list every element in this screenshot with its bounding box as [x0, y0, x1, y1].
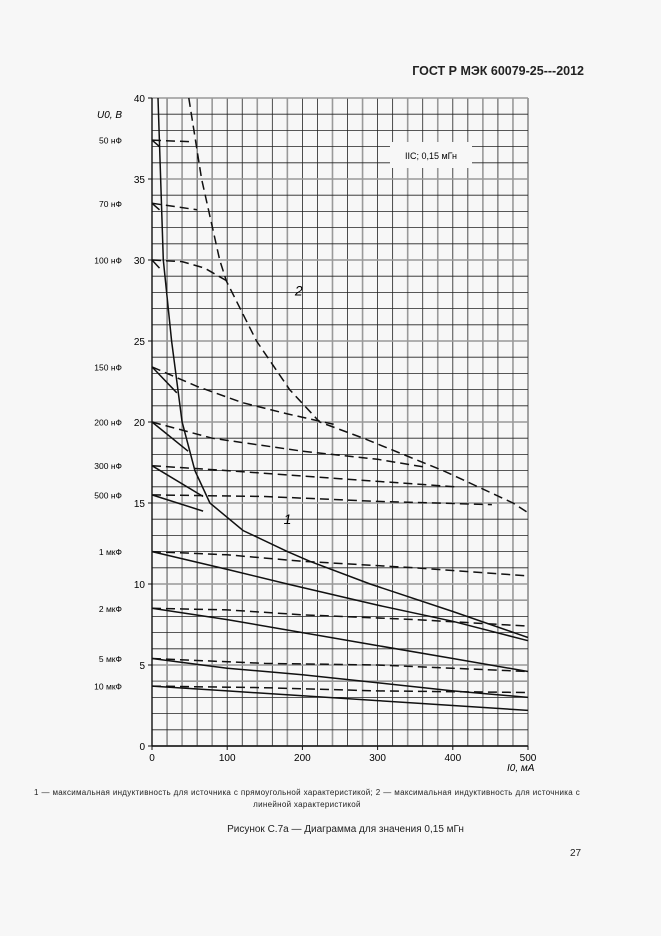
- capacitance-label: 2 мкФ: [99, 604, 122, 614]
- series-line: [157, 97, 529, 639]
- capacitance-label: 500 нФ: [94, 490, 122, 500]
- series-line: [151, 366, 338, 426]
- series-line: [151, 657, 529, 673]
- x-tick-label: 100: [219, 753, 236, 764]
- series-line: [151, 685, 529, 712]
- series-line: [151, 464, 456, 488]
- series-line: [151, 685, 529, 694]
- x-tick-label: 300: [369, 753, 386, 764]
- capacitance-label: 300 нФ: [94, 461, 122, 471]
- curve-label: 1: [284, 511, 292, 527]
- x-tick-label: 400: [444, 753, 461, 764]
- series-line: [151, 259, 228, 282]
- series-line: [151, 202, 160, 211]
- y-tick-label: 35: [134, 175, 146, 186]
- series-line: [151, 607, 529, 627]
- capacitance-label: 10 мкФ: [94, 682, 122, 692]
- page-number: 27: [570, 848, 582, 859]
- capacitance-label: 150 нФ: [94, 362, 122, 372]
- y-tick-label: 0: [139, 742, 145, 753]
- figure-caption: Рисунок С.7а — Диаграмма для значения 0,…: [227, 824, 464, 835]
- x-tick-label: 200: [294, 753, 311, 764]
- annotation-text: IIC; 0,15 мГн: [405, 151, 457, 161]
- x-tick-label: 0: [149, 753, 155, 764]
- y-tick-label: 5: [139, 661, 145, 672]
- capacitance-label: 70 нФ: [99, 199, 122, 209]
- capacitance-label: 50 нФ: [99, 136, 122, 146]
- y-tick-label: 25: [134, 337, 146, 348]
- series-line: [151, 550, 529, 577]
- series-line: [151, 550, 529, 642]
- series-line: [151, 494, 492, 506]
- labels: U0, В I0, мА 0 100 200 300 400 500 0 5 10 15 20 25 3…: [94, 94, 537, 774]
- series-line: [151, 421, 189, 452]
- series-line: [188, 97, 529, 514]
- series-line: [151, 202, 198, 211]
- series-line: [151, 465, 204, 498]
- grid: [151, 97, 529, 747]
- y-tick-label: 15: [134, 499, 146, 510]
- annotation-box: [390, 142, 472, 168]
- curve-label: 2: [294, 283, 303, 299]
- series-line: [151, 366, 178, 394]
- series-line: [151, 607, 529, 673]
- series-line: [151, 259, 161, 269]
- y-tick-label: 40: [134, 94, 146, 105]
- figure-notes: 1 — максимальная индуктивность для источ…: [34, 788, 580, 809]
- y-axis-title: U0, В: [97, 110, 122, 121]
- capacitance-label: 5 мкФ: [99, 654, 122, 664]
- series-line: [151, 139, 190, 143]
- y-tick-label: 30: [134, 256, 146, 267]
- document-header: ГОСТ Р МЭК 60079-25---2012: [412, 64, 584, 78]
- x-axis-title: I0, мА: [507, 763, 535, 774]
- series-line: [151, 421, 427, 469]
- series: [151, 97, 529, 712]
- y-tick-label: 10: [134, 580, 146, 591]
- series-line: [151, 139, 160, 148]
- x-tick-label: 500: [520, 753, 537, 764]
- capacitance-label: 100 нФ: [94, 256, 122, 266]
- capacitance-label: 1 мкФ: [99, 547, 122, 557]
- capacitance-label: 200 нФ: [94, 418, 122, 428]
- y-tick-label: 20: [134, 418, 146, 429]
- series-line: [151, 494, 204, 512]
